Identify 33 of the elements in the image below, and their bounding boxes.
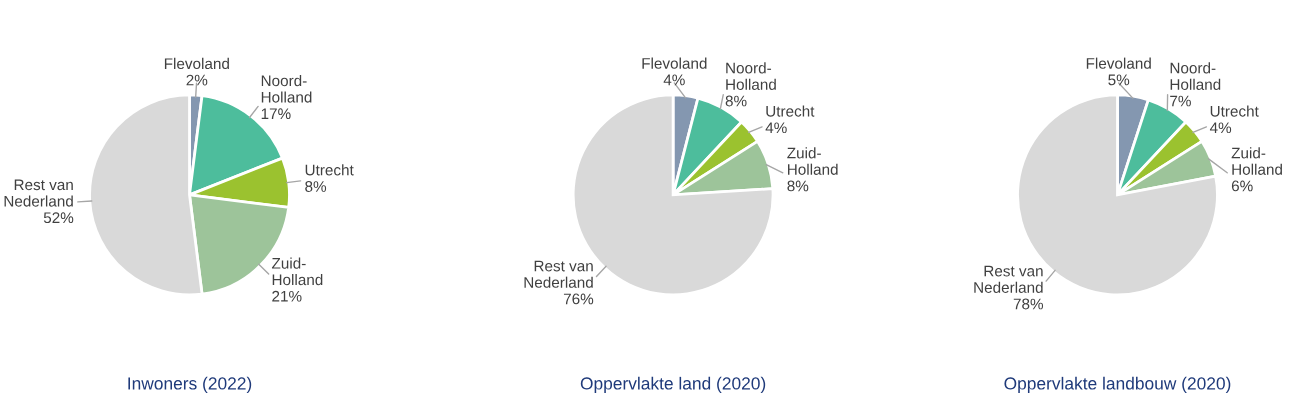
slice-label: Zuid-Holland [787,147,838,175]
slice-label: Flevoland [164,57,229,70]
data-label: 78% [1013,298,1044,310]
slice-label: Rest van Nederland [974,265,1043,293]
data-label: 52% [43,212,74,224]
data-label: 7% [1170,95,1191,107]
slice-label: Zuid-Holland [271,257,323,286]
data-label: 8% [787,180,809,192]
data-label: 2% [186,74,208,86]
text: Oppervlakte land (2020) [580,376,766,394]
data-label: 6% [1231,180,1253,192]
data-label: 21% [272,290,302,302]
data-label: 8% [305,181,327,192]
data-label: 5% [1108,74,1130,86]
slice-label: Zuid-Holland [1231,147,1282,175]
data-label: 4% [663,74,685,86]
text: Inwoners (2022) [128,376,252,394]
data-label: 4% [765,122,787,134]
data-label: 8% [725,95,747,107]
data-label: 17% [261,108,291,120]
slice-label: Utrecht [305,164,354,176]
slice-label: Utrecht [766,105,815,117]
slice-label: Flevoland [1086,57,1151,69]
slice-label: Rest van Nederland [524,260,593,288]
data-label: 4% [1209,122,1232,134]
slice-label: Noord-Holland [726,62,776,90]
slice-label: Utrecht [1210,105,1259,117]
slice-label: Flevoland [642,57,707,69]
data-label: 76% [563,293,594,305]
slice-label: Noord-Holland [261,74,312,103]
text: Oppervlakte landbouw (2020) [1004,376,1231,394]
slice-label: Noord-Holland [1170,62,1221,90]
slice-label: Rest van Nederland [4,179,73,207]
